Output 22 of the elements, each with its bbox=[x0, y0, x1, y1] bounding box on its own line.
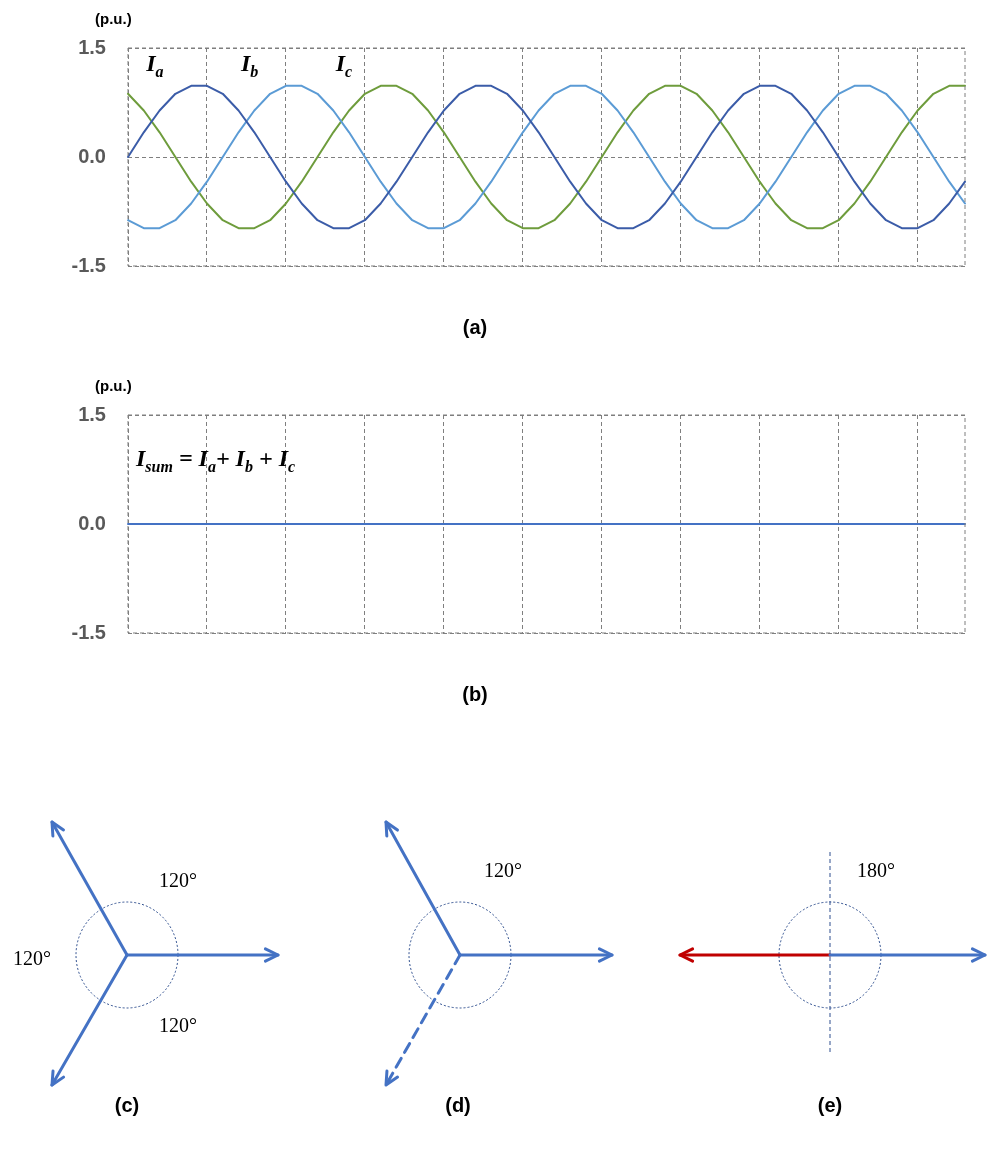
series-label: I$_{c}$ bbox=[335, 50, 353, 81]
text: (e) bbox=[817, 1093, 843, 1117]
y-tick-label: -1.5 bbox=[71, 620, 106, 643]
text: 120° bbox=[13, 946, 51, 970]
y-axis-title: (p.u.) bbox=[95, 10, 132, 27]
text: (c) bbox=[114, 1093, 140, 1117]
y-tick-label: 1.5 bbox=[78, 402, 106, 425]
text: 120° bbox=[159, 1013, 197, 1037]
series-label: I$_{b}$ bbox=[240, 50, 259, 81]
y-tick-label: 0.0 bbox=[78, 511, 106, 534]
text: (a) bbox=[462, 316, 488, 339]
text: 180° bbox=[857, 858, 895, 882]
series-label: I$_{a}$ bbox=[146, 50, 164, 81]
y-axis-title: (p.u.) bbox=[95, 377, 132, 394]
text: (b) bbox=[462, 683, 488, 706]
y-tick-label: 0.0 bbox=[78, 144, 106, 167]
text: (d) bbox=[445, 1093, 471, 1117]
annotation: I$_{sum}$ = I$_{a}$+ I$_{b}$ + I$_{c}$ bbox=[136, 445, 296, 476]
y-tick-label: -1.5 bbox=[71, 253, 106, 276]
text: 120° bbox=[159, 868, 197, 892]
y-tick-label: 1.5 bbox=[78, 35, 106, 58]
text: 120° bbox=[484, 858, 522, 882]
